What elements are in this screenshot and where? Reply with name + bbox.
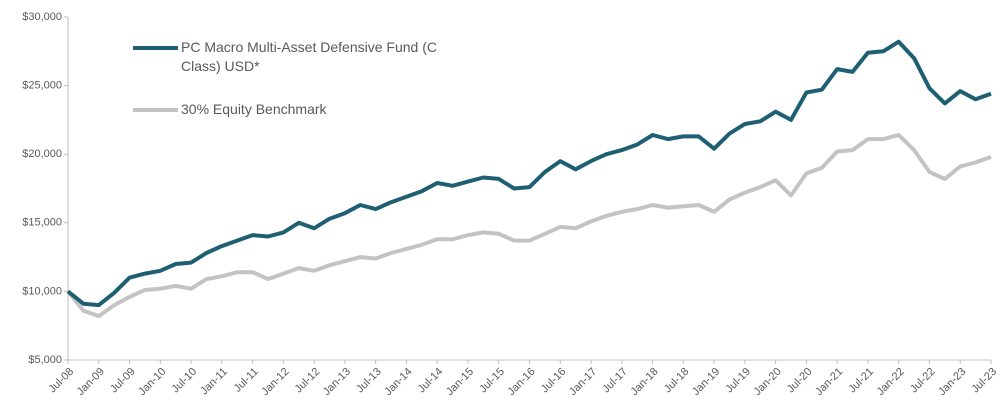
x-tick-label: Jan-10	[136, 366, 168, 398]
x-tick-label: Jul-12	[293, 366, 323, 396]
x-tick-label: Jul-23	[969, 366, 999, 396]
x-tick-label: Jan-18	[628, 366, 660, 398]
y-tick-label: $25,000	[22, 80, 62, 92]
x-tick-label: Jan-20	[752, 366, 784, 398]
y-tick-label: $20,000	[22, 148, 62, 160]
x-tick-label: Jul-11	[232, 366, 261, 395]
series-line	[66, 133, 992, 319]
x-tick-label: Jul-18	[662, 366, 692, 396]
x-tick-label: Jan-16	[505, 366, 537, 398]
x-tick-label: Jul-10	[170, 366, 200, 396]
x-tick-label: Jan-22	[875, 366, 907, 398]
x-tick-label: Jan-09	[75, 366, 107, 398]
x-tick-label: Jul-21	[846, 366, 876, 396]
x-tick-label: Jul-20	[785, 366, 815, 396]
x-tick-label: Jul-08	[46, 366, 76, 396]
x-tick-label: Jan-15	[444, 366, 476, 398]
y-tick-label: $5,000	[28, 354, 62, 366]
legend-swatch	[133, 108, 178, 112]
legend-label: PC Macro Multi-Asset Defensive Fund (C C…	[181, 39, 437, 74]
x-tick-label: Jul-14	[416, 366, 446, 396]
y-tick-label: $10,000	[22, 285, 62, 297]
x-tick-label: Jan-17	[567, 366, 599, 398]
x-tick-label: Jul-09	[108, 366, 138, 396]
x-tick-label: Jan-19	[690, 366, 722, 398]
x-tick-label: Jul-16	[539, 366, 569, 396]
x-tick-label: Jan-12	[259, 366, 291, 398]
legend-swatch	[133, 46, 178, 50]
x-tick-label: Jan-14	[382, 366, 414, 398]
x-tick-label: Jul-15	[477, 366, 507, 396]
x-tick-label: Jul-13	[354, 366, 384, 396]
y-tick-label: $30,000	[22, 11, 62, 23]
x-tick-label: Jul-22	[908, 366, 938, 396]
y-tick-label: $15,000	[22, 217, 62, 229]
x-tick-label: Jul-17	[600, 366, 630, 396]
legend-item: 30% Equity Benchmark	[133, 100, 471, 119]
x-tick-label: Jan-23	[936, 366, 968, 398]
x-tick-label: Jan-13	[321, 366, 353, 398]
x-tick-label: Jan-21	[813, 366, 845, 398]
x-tick-label: Jan-11	[198, 366, 230, 398]
x-tick-label: Jul-19	[723, 366, 753, 396]
legend-item: PC Macro Multi-Asset Defensive Fund (C C…	[133, 38, 471, 76]
series-line	[66, 39, 992, 308]
legend-label: 30% Equity Benchmark	[181, 101, 327, 117]
